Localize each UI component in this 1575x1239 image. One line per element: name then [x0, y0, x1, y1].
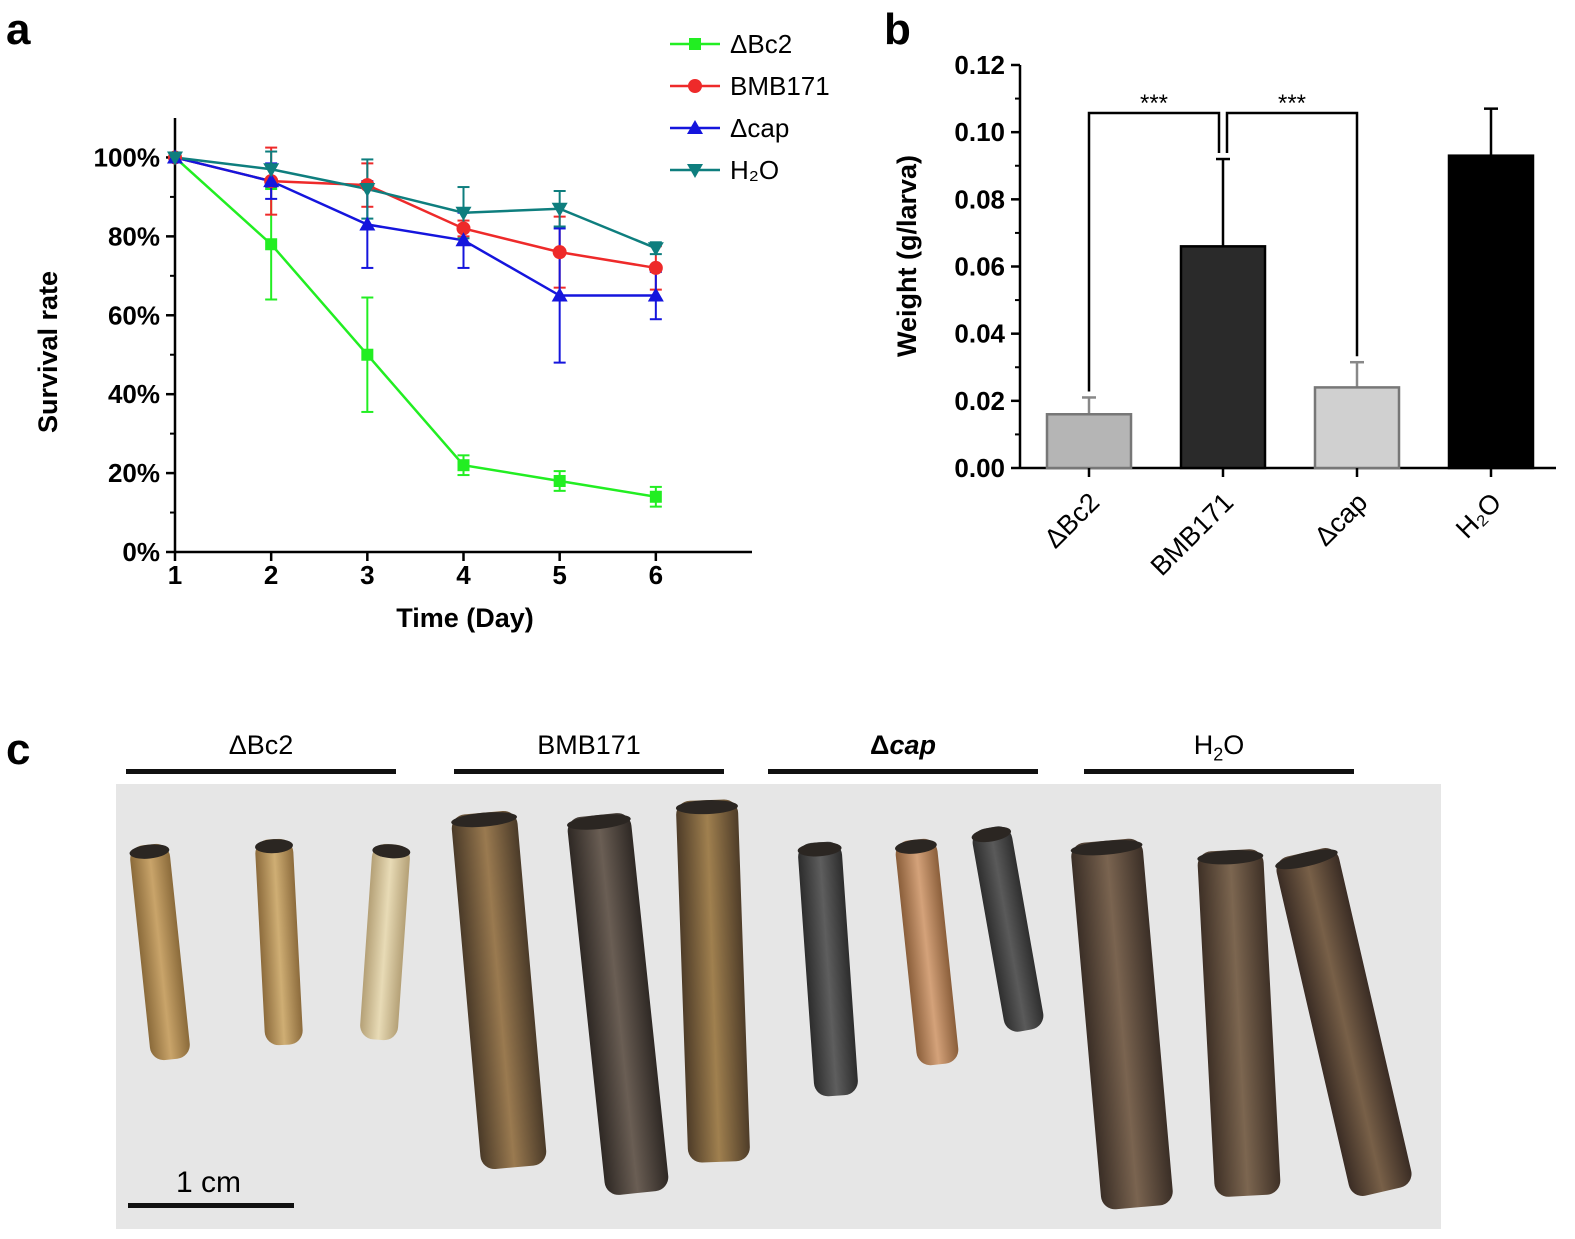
- scale-bar-label: 1 cm: [176, 1166, 242, 1199]
- y-tick-label: 0.12: [954, 50, 1005, 80]
- legend-label: H₂O: [730, 155, 779, 185]
- group-label-bmb171: BMB171: [537, 730, 641, 760]
- data-point: [263, 163, 280, 178]
- data-point: [265, 238, 278, 251]
- data-point: [551, 287, 568, 302]
- group-line-h2o: [1084, 769, 1354, 774]
- y-axis-label-a: Survival rate: [33, 271, 63, 433]
- data-point: [455, 232, 472, 247]
- group-line-dbc2: [126, 769, 396, 774]
- y-tick-label: 40%: [108, 379, 160, 409]
- data-point: [688, 79, 702, 93]
- significance-label: ***: [1140, 90, 1168, 117]
- x-tick-label: 3: [360, 560, 374, 590]
- larva-image: [797, 840, 859, 1098]
- x-tick-label: 5: [552, 560, 566, 590]
- scale-bar: [128, 1203, 294, 1208]
- larvae-photo: [116, 784, 1441, 1229]
- bar: [1447, 154, 1535, 470]
- y-tick-label: 0.06: [954, 252, 1005, 282]
- data-point: [359, 183, 376, 198]
- y-tick-label: 0.08: [954, 184, 1005, 214]
- y-tick-label: 20%: [108, 458, 160, 488]
- data-point: [689, 38, 701, 50]
- group-label-dbc2: ΔBc2: [228, 730, 294, 760]
- legend-label: BMB171: [730, 71, 830, 101]
- x-axis-label-a: Time (Day): [396, 603, 534, 633]
- legend-label: Δcap: [730, 113, 789, 143]
- legend-label: ΔBc2: [730, 29, 792, 59]
- x-tick-label: H₂O: [1450, 487, 1507, 544]
- larva-image: [254, 838, 304, 1046]
- bar: [1313, 386, 1401, 470]
- data-point: [648, 260, 663, 275]
- data-point: [552, 245, 567, 260]
- series-line: [174, 156, 656, 297]
- x-tick-label: ΔBc2: [1038, 487, 1105, 554]
- panel-label-c: c: [6, 725, 31, 774]
- significance-label: ***: [1278, 90, 1306, 117]
- larva-image: [1273, 845, 1415, 1199]
- y-tick-label: 0.04: [954, 319, 1005, 349]
- y-tick-label: 100%: [94, 142, 161, 172]
- data-point: [687, 164, 703, 178]
- series-line: [174, 156, 657, 250]
- data-point: [647, 287, 664, 302]
- y-tick-label: 0.10: [954, 117, 1005, 147]
- weight-chart: b Weight (g/larva) 0.00 0.02 0.04 0.06 0.08 0…: [884, 5, 1556, 581]
- group-line-dcap: [768, 769, 1038, 774]
- larva-image: [359, 842, 411, 1042]
- bar: [1045, 413, 1133, 470]
- x-tick-label: 4: [456, 560, 471, 590]
- data-point: [649, 490, 662, 503]
- panel-label-b: b: [884, 5, 911, 54]
- y-tick-label: 0%: [122, 537, 160, 567]
- series-line: [174, 156, 657, 498]
- larva-image: [566, 811, 670, 1197]
- significance-bracket: [1087, 111, 1221, 392]
- x-tick-label: 1: [168, 560, 182, 590]
- data-point: [551, 202, 568, 217]
- larva-image: [894, 837, 960, 1067]
- x-tick-label: 2: [264, 560, 278, 590]
- y-tick-label: 0.00: [954, 453, 1005, 483]
- data-point: [167, 151, 183, 166]
- group-line-bmb171: [454, 769, 724, 774]
- data-point: [263, 173, 280, 188]
- y-axis-label-b: Weight (g/larva): [892, 155, 922, 357]
- larva-image: [450, 809, 548, 1171]
- larva-image: [128, 842, 192, 1062]
- data-point: [456, 221, 471, 236]
- data-point: [457, 459, 470, 472]
- x-tick-label: Δcap: [1308, 487, 1373, 552]
- larvae-photo-panel: c ΔBc2 BMB171 Δcap H2O 1 cm: [0, 700, 1575, 1239]
- panel-label-a: a: [6, 5, 31, 54]
- larva-image: [1070, 837, 1174, 1211]
- y-tick-label: 0.02: [954, 386, 1005, 416]
- larva-image: [970, 824, 1046, 1034]
- group-label-h2o: H2O: [1193, 730, 1245, 765]
- x-tick-label: 6: [649, 560, 663, 590]
- data-point: [647, 242, 664, 257]
- data-point: [553, 474, 566, 487]
- group-label-dcap: Δcap: [870, 730, 936, 760]
- bar: [1179, 245, 1267, 470]
- data-point: [687, 120, 703, 134]
- data-point: [359, 216, 376, 231]
- data-point: [361, 348, 374, 361]
- larva-image: [675, 799, 751, 1163]
- survival-chart: a Survival rate Time (Day) 0% 20% 40% 60% 80…: [6, 5, 830, 633]
- y-tick-label: 80%: [108, 221, 160, 251]
- larva-image: [1196, 848, 1282, 1198]
- data-point: [455, 206, 472, 221]
- y-tick-label: 60%: [108, 300, 160, 330]
- significance-bracket: [1225, 111, 1359, 357]
- x-tick-label: BMB171: [1145, 487, 1239, 581]
